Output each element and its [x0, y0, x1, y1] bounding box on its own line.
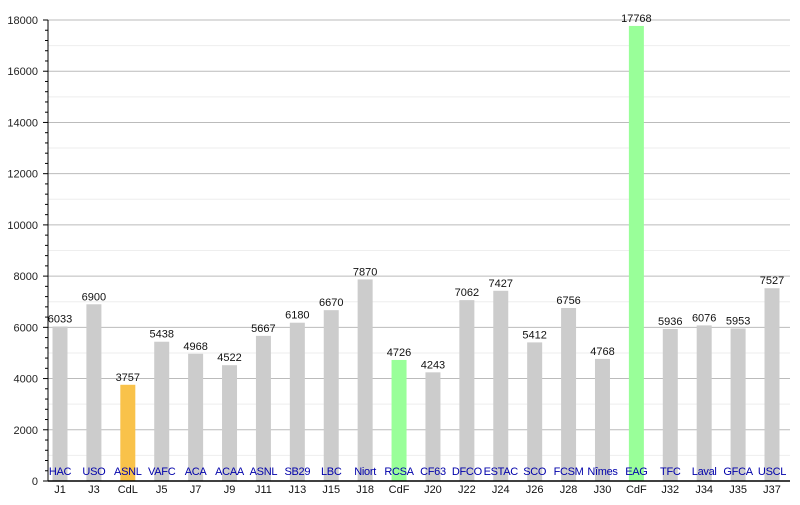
- x-tick-label: J1: [54, 484, 66, 496]
- bar-value-label: 6076: [692, 312, 716, 324]
- y-tick-label: 8000: [14, 271, 38, 283]
- bar-value-label: 4768: [590, 346, 614, 358]
- x-tick-label: J30: [594, 484, 612, 496]
- bar-value-label: 5667: [251, 323, 275, 335]
- bar-j32: [662, 328, 678, 481]
- x-tick-label: J3: [88, 484, 100, 496]
- bar-value-label: 7870: [353, 266, 377, 278]
- bar-j7: [188, 353, 204, 481]
- team-label: HAC: [49, 466, 72, 478]
- bar-value-label: 6180: [285, 310, 309, 322]
- bar-j34: [696, 325, 712, 481]
- bar-j35: [730, 328, 746, 481]
- bar-j13: [289, 322, 305, 481]
- x-tick-label: CdF: [626, 484, 647, 496]
- bar-cdl: [120, 384, 136, 481]
- bar-value-label: 6756: [556, 295, 580, 307]
- bar-value-label: 7427: [489, 278, 513, 290]
- x-tick-label: J11: [255, 484, 272, 496]
- team-label: Nîmes: [587, 466, 618, 478]
- bar-value-label: 5936: [658, 316, 682, 328]
- y-tick-label: 2000: [14, 425, 38, 437]
- bar-value-label: 6900: [82, 291, 106, 303]
- x-tick-label: CdL: [118, 484, 138, 496]
- y-tick-label: 12000: [7, 169, 38, 181]
- x-tick-label: J15: [322, 484, 340, 496]
- y-tick-label: 14000: [7, 117, 38, 129]
- team-label: FCSM: [554, 466, 584, 478]
- bar-j18: [357, 279, 373, 481]
- x-tick-label: J7: [190, 484, 202, 496]
- bar-j22: [459, 300, 475, 481]
- bar-value-label: 7527: [760, 275, 784, 287]
- y-tick-label: 18000: [7, 15, 38, 27]
- team-label: Niort: [354, 466, 376, 478]
- bar-value-label: 4726: [387, 347, 411, 359]
- x-tick-label: J20: [424, 484, 442, 496]
- bar-j9: [222, 365, 238, 481]
- bar-value-label: 5412: [522, 329, 546, 341]
- x-tick-label: J32: [661, 484, 679, 496]
- team-label: EAG: [625, 466, 647, 478]
- bar-cdf: [391, 359, 407, 481]
- team-label: LBC: [321, 466, 342, 478]
- y-tick-label: 10000: [7, 220, 38, 232]
- team-label: ESTAC: [484, 466, 519, 478]
- bar-value-label: 4968: [183, 341, 207, 353]
- bar-value-label: 4243: [421, 359, 445, 371]
- team-label: USO: [82, 466, 106, 478]
- x-tick-label: J13: [288, 484, 306, 496]
- team-label: VAFC: [148, 466, 176, 478]
- team-label: CF63: [420, 466, 446, 478]
- y-tick-label: 6000: [14, 322, 38, 334]
- bar-value-label: 5438: [149, 329, 173, 341]
- y-tick-label: 4000: [14, 374, 38, 386]
- x-tick-label: J24: [492, 484, 510, 496]
- team-label: GFCA: [723, 466, 753, 478]
- y-tick-label: 16000: [7, 66, 38, 78]
- bar-value-label: 3757: [116, 372, 140, 384]
- y-tick-label: 0: [32, 476, 38, 488]
- x-tick-label: J37: [763, 484, 781, 496]
- bar-value-label: 6033: [48, 313, 72, 325]
- team-label: ACAA: [215, 466, 245, 478]
- team-label: DFCO: [452, 466, 483, 478]
- x-tick-label: J34: [695, 484, 713, 496]
- team-label: SCO: [523, 466, 547, 478]
- bar-value-label: 5953: [726, 316, 750, 328]
- bar-cdf: [628, 25, 644, 482]
- team-label: ASNL: [114, 466, 142, 478]
- bar-j24: [493, 290, 509, 481]
- bar-j15: [323, 310, 339, 481]
- team-label: Laval: [692, 466, 717, 478]
- team-label: ASNL: [250, 466, 278, 478]
- bar-value-label: 6670: [319, 297, 343, 309]
- bar-j37: [764, 288, 780, 481]
- bar-j20: [425, 372, 441, 481]
- bar-j28: [561, 307, 577, 481]
- team-label: TFC: [660, 466, 681, 478]
- bar-j3: [86, 304, 102, 481]
- bar-j1: [52, 326, 68, 481]
- team-label: ACA: [185, 466, 208, 478]
- x-tick-label: CdF: [389, 484, 410, 496]
- x-tick-label: J22: [458, 484, 476, 496]
- x-tick-label: J5: [156, 484, 168, 496]
- bar-j26: [527, 342, 543, 481]
- bar-value-label: 4522: [217, 352, 241, 364]
- x-tick-label: J18: [356, 484, 374, 496]
- x-tick-label: J35: [729, 484, 747, 496]
- x-tick-label: J26: [526, 484, 544, 496]
- team-label: RCSA: [384, 466, 414, 478]
- x-tick-label: J28: [560, 484, 578, 496]
- team-label: USCL: [758, 466, 786, 478]
- x-tick-label: J9: [224, 484, 236, 496]
- team-label: SB29: [284, 466, 310, 478]
- bar-value-label: 7062: [455, 287, 479, 299]
- bar-value-label: 17768: [621, 13, 652, 25]
- bar-j11: [255, 335, 271, 481]
- bar-j30: [594, 358, 610, 481]
- bar-j5: [154, 341, 170, 481]
